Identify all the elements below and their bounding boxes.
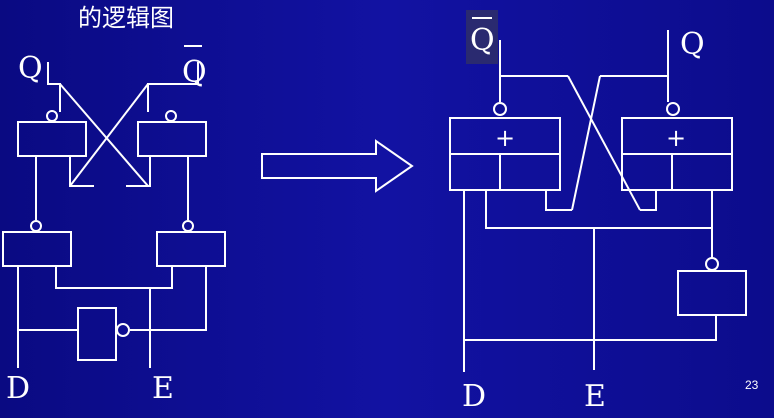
right-inverter-gate <box>677 270 747 316</box>
left-mid-left-gate <box>2 231 72 267</box>
right-inverter-bubble <box>705 257 719 271</box>
left-mid-right-inverter-bubble <box>182 220 194 232</box>
left-top-right-gate <box>137 121 207 157</box>
left-d-inverted-wire <box>130 266 207 331</box>
left-feedback-wire-1 <box>69 156 94 187</box>
right-logic-diagram: Q Q + + D E <box>449 10 747 414</box>
left-top-left-inverter-bubble <box>46 110 58 122</box>
right-cross-wire-1 <box>567 75 641 211</box>
slide-title: 的逻辑图 <box>78 4 174 32</box>
left-q-bar-output-wire <box>147 62 199 112</box>
left-q-label: Q <box>18 51 43 86</box>
right-inverter-output-wire <box>464 315 717 341</box>
left-top-left-gate <box>17 121 87 157</box>
right-feedback-wire-1 <box>545 190 572 211</box>
left-inverter-gate <box>77 307 117 361</box>
left-mid-left-inverter-bubble <box>30 220 42 232</box>
left-inverter-bubble <box>116 323 130 337</box>
right-q-label: Q <box>680 27 705 62</box>
right-d-label: D <box>462 379 486 414</box>
right-top-right-inverter-bubble <box>666 102 680 116</box>
right-top-left-inverter-bubble <box>493 102 507 116</box>
right-top-left-or-symbol: + <box>495 124 515 152</box>
left-top-right-inverter-bubble <box>165 110 177 122</box>
left-q-output-wire <box>47 62 61 112</box>
page-number: 23 <box>745 378 759 392</box>
right-q-bar-label: Q <box>470 23 495 58</box>
left-cross-wire-2 <box>69 83 149 187</box>
right-cross-wire-2 <box>571 75 601 211</box>
left-e-label: E <box>152 371 174 406</box>
left-cross-wire-1 <box>59 83 149 187</box>
right-feedback-wire-2 <box>640 190 657 211</box>
left-logic-diagram: Q Q D E <box>2 45 226 406</box>
left-mid-right-gate <box>156 231 226 267</box>
left-feedback-wire-2 <box>126 156 151 187</box>
right-e-label: E <box>584 379 606 414</box>
left-d-label: D <box>6 371 30 406</box>
right-e-bus-wire <box>485 190 713 229</box>
right-top-right-or-symbol: + <box>666 124 686 152</box>
left-e-join-wire <box>55 266 173 289</box>
transform-arrow <box>261 139 414 193</box>
